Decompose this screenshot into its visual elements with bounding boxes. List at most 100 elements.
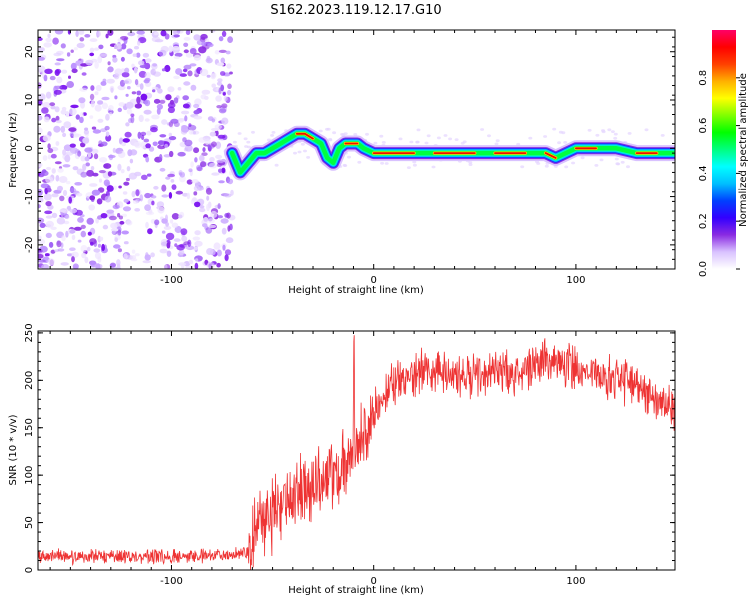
noise-blob	[139, 194, 144, 202]
noise-blob	[93, 153, 99, 160]
noise-speck	[487, 134, 491, 138]
noise-blob	[153, 98, 161, 104]
noise-blob	[188, 123, 192, 127]
noise-blob	[61, 106, 67, 111]
noise-blob	[47, 33, 51, 38]
noise-blob	[217, 215, 223, 219]
noise-blob	[184, 115, 188, 122]
noise-blob	[44, 210, 53, 215]
noise-blob	[91, 189, 101, 196]
noise-speck	[318, 129, 323, 133]
noise-blob	[150, 252, 155, 258]
noise-speck	[232, 140, 237, 144]
noise-blob	[137, 40, 141, 46]
noise-blob	[97, 118, 104, 123]
spectrogram-xtick-label: 0	[371, 275, 377, 286]
noise-speck	[357, 160, 362, 164]
noise-blob	[202, 147, 206, 153]
noise-blob	[89, 52, 95, 57]
noise-blob	[113, 185, 117, 190]
noise-blob	[216, 159, 225, 164]
noise-blob	[94, 104, 102, 112]
noise-blob	[194, 98, 202, 106]
noise-blob	[105, 33, 109, 39]
noise-blob	[166, 250, 172, 257]
noise-blob	[145, 143, 151, 149]
noise-speck	[454, 138, 459, 142]
noise-speck	[332, 131, 337, 135]
noise-blob	[103, 179, 110, 187]
snr-axes: -100 0 100 0 50 100 150 200 250	[24, 323, 675, 587]
noise-blob	[118, 185, 122, 189]
noise-blob	[139, 83, 144, 90]
noise-blob	[106, 209, 115, 214]
noise-blob	[65, 230, 69, 238]
noise-blob	[193, 34, 201, 41]
noise-blob	[53, 52, 62, 57]
noise-blob	[136, 96, 141, 104]
noise-speck	[627, 132, 632, 135]
noise-blob	[218, 168, 223, 173]
noise-blob	[42, 102, 51, 109]
noise-blob	[214, 124, 222, 130]
noise-blob	[86, 246, 91, 252]
noise-speck	[409, 140, 414, 144]
noise-blob	[82, 137, 90, 144]
noise-blob	[99, 236, 104, 241]
noise-blob	[184, 139, 193, 147]
noise-blob	[178, 249, 185, 256]
noise-blob	[216, 249, 222, 257]
noise-blob	[164, 143, 169, 149]
noise-blob	[121, 213, 127, 218]
noise-blob	[120, 169, 125, 174]
noise-blob	[134, 79, 139, 86]
noise-blob	[168, 136, 177, 141]
noise-speck	[528, 136, 533, 140]
noise-blob	[86, 169, 94, 177]
noise-blob	[157, 144, 166, 150]
noise-blob	[133, 142, 140, 147]
noise-blob	[112, 147, 116, 153]
noise-blob	[81, 252, 87, 259]
noise-blob	[127, 149, 133, 157]
noise-blob	[154, 39, 164, 43]
noise-blob	[97, 30, 101, 37]
noise-blob	[136, 52, 141, 58]
noise-blob	[143, 109, 152, 115]
noise-blob	[56, 240, 62, 248]
noise-blob	[122, 138, 130, 143]
noise-blob	[126, 86, 131, 90]
noise-blob	[163, 154, 171, 158]
noise-blob	[72, 166, 79, 171]
noise-blob	[97, 55, 103, 64]
noise-blob	[87, 231, 92, 236]
noise-blob	[199, 207, 206, 213]
noise-blob	[77, 217, 84, 223]
noise-speck	[431, 165, 436, 169]
noise-speck	[365, 132, 369, 136]
noise-blob	[99, 157, 108, 163]
noise-blob	[222, 244, 226, 251]
noise-blob	[194, 157, 198, 163]
noise-speck	[426, 134, 431, 138]
colorbar-tick-label: 0.0	[698, 261, 709, 277]
colorbar-label: Normalized spectral amplitude	[738, 73, 749, 227]
spectrogram-ylabel: Frequency (Hz)	[8, 112, 19, 188]
noise-blob	[105, 134, 112, 142]
noise-blob	[140, 93, 148, 101]
noise-speck	[398, 137, 403, 141]
noise-blob	[114, 95, 118, 100]
noise-blob	[182, 103, 190, 109]
noise-blob	[39, 222, 46, 228]
noise-blob	[140, 141, 146, 149]
noise-blob	[138, 70, 147, 78]
noise-blob	[125, 101, 134, 109]
noise-blob	[209, 131, 217, 137]
noise-blob	[151, 200, 155, 206]
noise-blob	[38, 217, 45, 224]
noise-blob	[111, 230, 116, 235]
noise-blob	[218, 108, 227, 114]
noise-blob	[107, 154, 116, 159]
noise-blob	[73, 47, 78, 51]
noise-blob	[97, 243, 102, 248]
